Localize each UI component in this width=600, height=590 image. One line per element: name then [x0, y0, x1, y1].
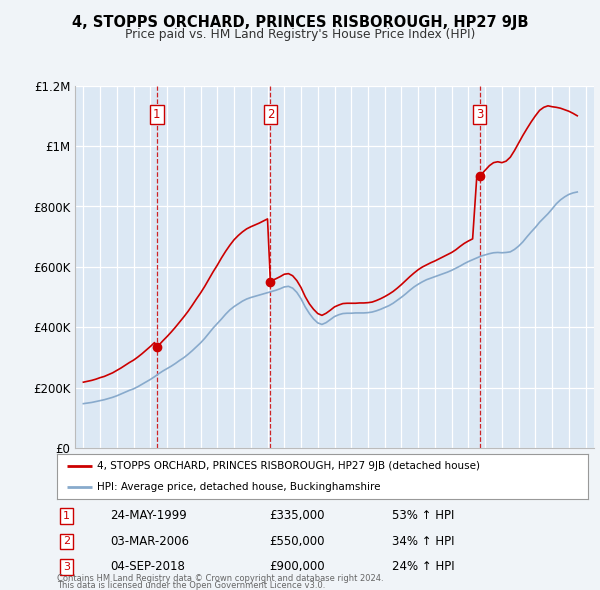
Text: 03-MAR-2006: 03-MAR-2006	[110, 535, 189, 548]
Text: 24% ↑ HPI: 24% ↑ HPI	[392, 560, 454, 573]
Text: £335,000: £335,000	[269, 509, 325, 522]
Text: 34% ↑ HPI: 34% ↑ HPI	[392, 535, 454, 548]
Text: HPI: Average price, detached house, Buckinghamshire: HPI: Average price, detached house, Buck…	[97, 481, 380, 491]
Text: 3: 3	[476, 108, 484, 121]
Text: 2: 2	[266, 108, 274, 121]
Text: Contains HM Land Registry data © Crown copyright and database right 2024.: Contains HM Land Registry data © Crown c…	[57, 574, 383, 583]
Text: 4, STOPPS ORCHARD, PRINCES RISBOROUGH, HP27 9JB: 4, STOPPS ORCHARD, PRINCES RISBOROUGH, H…	[72, 15, 528, 30]
Text: £900,000: £900,000	[269, 560, 325, 573]
Text: 24-MAY-1999: 24-MAY-1999	[110, 509, 187, 522]
Text: 1: 1	[63, 511, 70, 521]
Text: 4, STOPPS ORCHARD, PRINCES RISBOROUGH, HP27 9JB (detached house): 4, STOPPS ORCHARD, PRINCES RISBOROUGH, H…	[97, 461, 480, 471]
Text: 53% ↑ HPI: 53% ↑ HPI	[392, 509, 454, 522]
Text: 3: 3	[63, 562, 70, 572]
Text: 1: 1	[153, 108, 161, 121]
Text: £550,000: £550,000	[269, 535, 325, 548]
Text: 2: 2	[63, 536, 70, 546]
Text: This data is licensed under the Open Government Licence v3.0.: This data is licensed under the Open Gov…	[57, 581, 325, 590]
Text: 04-SEP-2018: 04-SEP-2018	[110, 560, 185, 573]
Text: Price paid vs. HM Land Registry's House Price Index (HPI): Price paid vs. HM Land Registry's House …	[125, 28, 475, 41]
